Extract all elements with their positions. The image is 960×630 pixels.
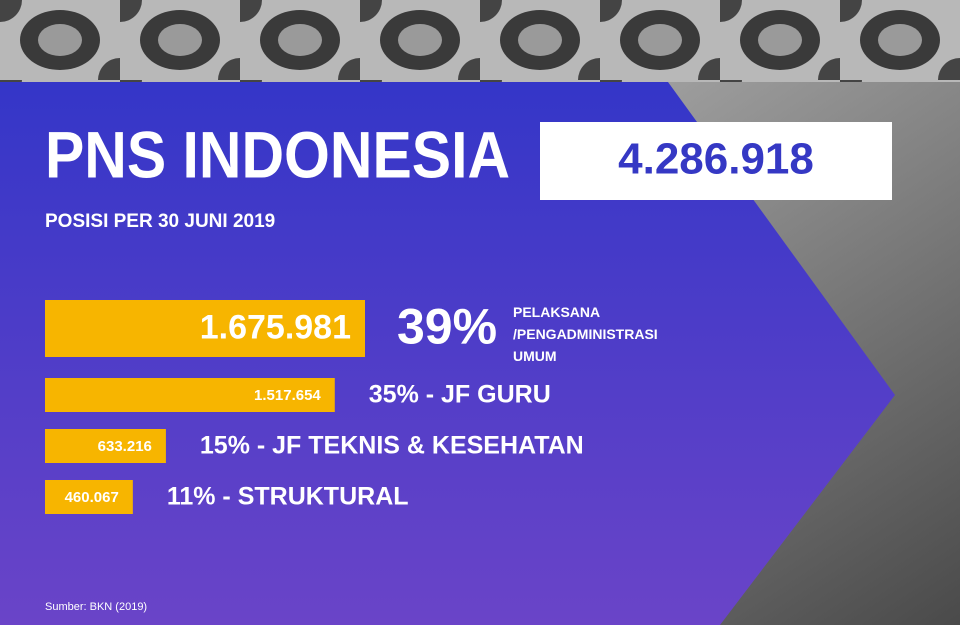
category-label: PELAKSANA/PENGADMINISTRASI UMUM [513, 304, 658, 364]
value-label: 460.067 [65, 489, 119, 506]
value-label: 1.517.654 [254, 387, 321, 404]
bar [45, 300, 365, 357]
blue-arrow-panel [0, 82, 895, 625]
category-label: 35% - JF GURU [369, 381, 551, 409]
subtitle: POSISI PER 30 JUNI 2019 [45, 211, 275, 232]
value-label: 1.675.981 [200, 308, 351, 346]
pattern-band [0, 0, 960, 82]
highlight-label: 39% [397, 299, 497, 355]
title: PNS INDONESIA [45, 117, 510, 191]
bar [45, 429, 166, 463]
total-box [540, 122, 892, 200]
source: Sumber: BKN (2019) [45, 601, 147, 613]
category-label: 11% - STRUKTURAL [167, 483, 409, 511]
value-label: 633.216 [98, 438, 152, 455]
total: 4.286.918 [618, 135, 814, 184]
bar [45, 378, 335, 412]
bar [45, 480, 133, 514]
category-label: 15% - JF TEKNIS & KESEHATAN [200, 432, 584, 460]
